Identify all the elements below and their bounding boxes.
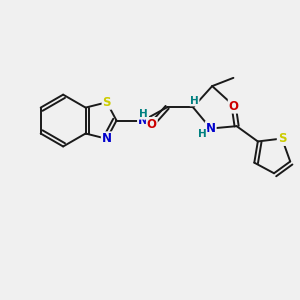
Text: O: O: [229, 100, 239, 112]
Text: H: H: [198, 129, 207, 140]
Text: N: N: [138, 114, 148, 127]
Text: N: N: [206, 122, 216, 135]
Text: H: H: [190, 96, 199, 106]
Text: N: N: [102, 132, 112, 145]
Text: O: O: [147, 118, 157, 131]
Text: S: S: [278, 132, 286, 145]
Text: H: H: [139, 109, 148, 119]
Text: S: S: [103, 96, 111, 109]
